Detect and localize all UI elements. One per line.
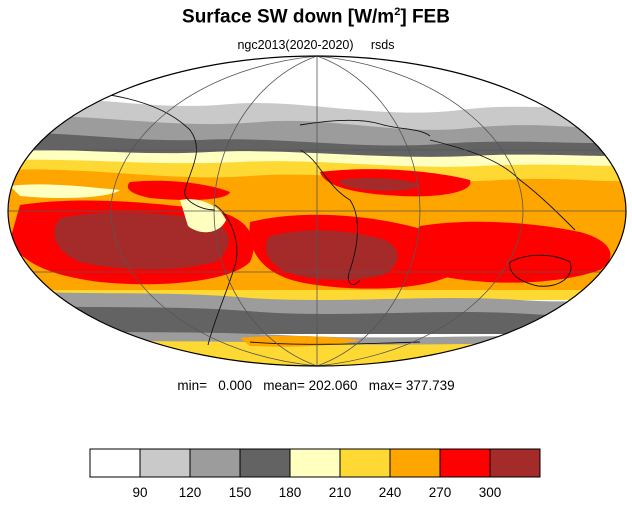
asia-coast: [429, 139, 576, 231]
gridline-meridian-w60: [213, 56, 318, 366]
subtitle: ngc2013(2020-2020) rsds: [237, 38, 395, 52]
gridline-meridian-e60: [316, 56, 421, 366]
australia-coast: [509, 254, 572, 287]
colorbar-tick-label: 180: [279, 485, 302, 500]
colorbar-box-2: [189, 448, 241, 478]
north-america-coast: [109, 94, 216, 211]
gridline-meridian-e120: [316, 56, 524, 366]
statistics-line: min= 0.000 mean= 202.060 max= 377.739: [177, 378, 455, 393]
europe-coast: [299, 119, 431, 137]
colorbar-box-4: [289, 448, 341, 478]
band-dark-gray-south: [8, 304, 626, 334]
colorbar-box-5: [339, 448, 391, 478]
colorbar-box-8: [489, 448, 541, 478]
south-america-coast: [207, 204, 238, 346]
region-darkred-sahara: [339, 177, 420, 191]
colorbar-tick-label: 120: [179, 485, 202, 500]
band-light-gray-north: [8, 98, 626, 130]
colorbar-tick-label: 240: [379, 485, 402, 500]
colorbar-tick-label: 90: [132, 485, 147, 500]
region-red-indian: [415, 221, 611, 283]
colorbar-box-1: [139, 448, 191, 478]
colorbar-box-3: [239, 448, 291, 478]
africa-coast: [299, 149, 361, 285]
colorbar-tick-label: 210: [329, 485, 352, 500]
gridline-meridian-w120: [110, 56, 318, 366]
colorbar-box-0: [89, 448, 141, 478]
colorbar-tick-label: 300: [479, 485, 502, 500]
coastlines: [109, 94, 576, 346]
map-outline: [7, 55, 627, 367]
antarctica-coast: [249, 341, 421, 345]
region-red-north-pacific: [127, 180, 230, 200]
region-darkred-pacific: [54, 212, 229, 270]
colorbar-tick-label: 150: [229, 485, 252, 500]
region-darkred-atlantic: [265, 230, 398, 281]
colorbar-box-7: [439, 448, 491, 478]
colorbar-box-6: [389, 448, 441, 478]
colorbar-tick-label: 270: [429, 485, 452, 500]
graticule: [8, 56, 626, 366]
page-title: Surface SW down [W/m2] FEB: [182, 6, 450, 28]
region-paleyellow-itcz: [10, 184, 120, 198]
